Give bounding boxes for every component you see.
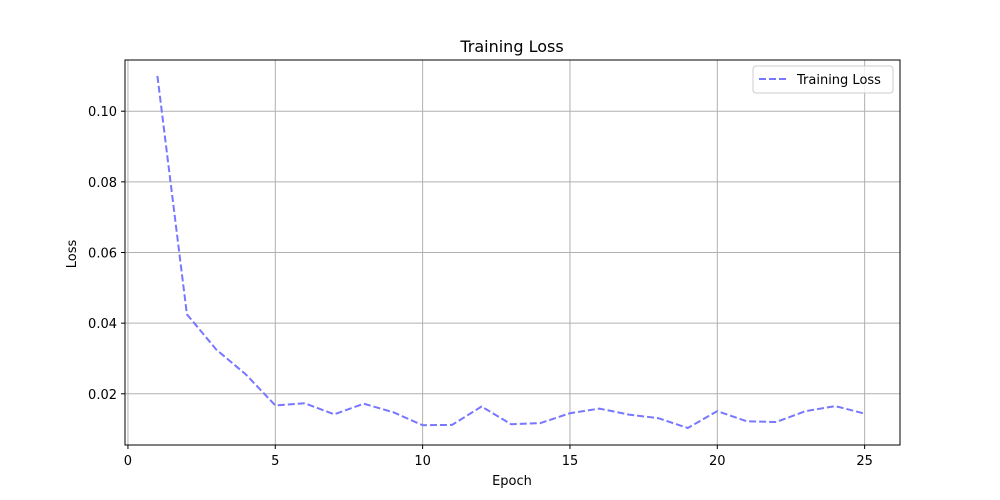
training-loss-line [156,75,865,429]
x-tick-label: 15 [562,454,579,469]
y-tick-label: 0.10 [88,105,117,120]
x-tick-label: 0 [124,454,132,469]
x-tick-label: 20 [709,454,726,469]
x-axis-label: Epoch [492,474,532,489]
series-layer [156,75,865,429]
x-axis: 0 5 10 15 20 25 [124,445,873,469]
legend-box [752,65,894,94]
y-axis-label: Loss [65,240,80,269]
x-tick-label: 25 [856,454,873,469]
legend-label: Training Loss [796,73,881,88]
y-tick-label: 0.06 [88,247,117,262]
y-tick-label: 0.04 [88,317,117,332]
y-tick-label: 0.08 [88,176,117,191]
x-tick-label: 10 [414,454,431,469]
legend: Training Loss [752,65,894,94]
x-tick-label: 5 [271,454,279,469]
y-tick-label: 0.02 [88,388,117,403]
chart-title: Training Loss [459,37,563,56]
grid [125,60,900,445]
y-axis: 0.02 0.04 0.06 0.08 0.10 [88,105,125,403]
